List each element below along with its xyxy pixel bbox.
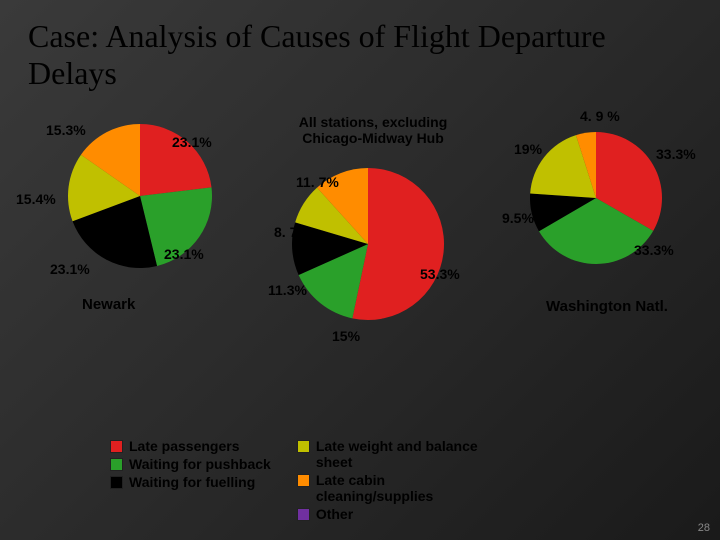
legend-item: Other	[297, 506, 497, 522]
slice-label: 15.4%	[16, 191, 56, 207]
slice-label: 23.1%	[164, 246, 204, 262]
legend-label: Late cabin cleaning/supplies	[316, 472, 497, 504]
page-title: Case: Analysis of Causes of Flight Depar…	[0, 0, 720, 96]
legend-label: Waiting for pushback	[129, 456, 271, 472]
legend-item: Waiting for pushback	[110, 456, 271, 472]
slice-label: 9.5%	[502, 210, 534, 226]
legend-swatch	[297, 474, 310, 487]
legend-item: Waiting for fuelling	[110, 474, 271, 490]
legend-label: Late weight and balance sheet	[316, 438, 497, 470]
chart-caption-midway: All stations, excluding Chicago-Midway H…	[278, 114, 468, 146]
slice-label: 23.1%	[50, 261, 90, 277]
slice-label: 11.3%	[268, 282, 307, 298]
chart-caption-washington: Washington Natl.	[546, 298, 668, 315]
legend-swatch	[110, 458, 123, 471]
legend-label: Other	[316, 506, 353, 522]
legend-label: Waiting for fuelling	[129, 474, 255, 490]
legend-item: Late passengers	[110, 438, 271, 454]
legend-swatch	[110, 440, 123, 453]
chart-caption-newark: Newark	[82, 296, 135, 313]
slice-label: 8. 7%	[274, 224, 310, 240]
slice-label: 33.3%	[634, 242, 674, 258]
legend-swatch	[297, 440, 310, 453]
pie-midway	[292, 168, 444, 320]
legend-label: Late passengers	[129, 438, 240, 454]
slice-label: 53.3%	[420, 266, 460, 282]
slice-label: 11. 7%	[296, 174, 339, 190]
legend-item: Late cabin cleaning/supplies	[297, 472, 497, 504]
legend-column: Late passengers Waiting for pushback Waiti…	[110, 438, 271, 522]
page-number: 28	[698, 522, 710, 534]
legend-item: Late weight and balance sheet	[297, 438, 497, 470]
legend-swatch	[297, 508, 310, 521]
slice-label: 23.1%	[172, 134, 212, 150]
legend-swatch	[110, 476, 123, 489]
legend: Late passengers Waiting for pushback Waiti…	[110, 438, 497, 522]
legend-column: Late weight and balance sheetLate cabin …	[297, 438, 497, 522]
slice-label: 15%	[332, 328, 360, 344]
slice-label: 4. 9 %	[580, 108, 620, 124]
slice-label: 15.3%	[46, 122, 86, 138]
slice-label: 33.3%	[656, 146, 696, 162]
chart-area: 23.1% 23.1% 23.1% 15.4% 15.3% Newark 53.3% 15% 1…	[0, 96, 720, 476]
slice-label: 19%	[514, 141, 542, 157]
